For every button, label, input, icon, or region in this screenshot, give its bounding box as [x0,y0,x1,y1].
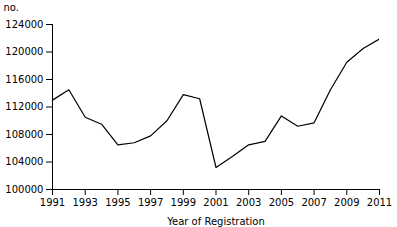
svg-text:2007: 2007 [301,197,326,208]
svg-text:104000: 104000 [5,156,43,167]
svg-text:1997: 1997 [138,197,163,208]
svg-text:1995: 1995 [105,197,130,208]
svg-text:2003: 2003 [236,197,261,208]
svg-text:120000: 120000 [5,46,43,57]
svg-text:124000: 124000 [5,19,43,30]
svg-text:1991: 1991 [40,197,65,208]
svg-text:2001: 2001 [203,197,228,208]
svg-text:1993: 1993 [72,197,97,208]
svg-text:1999: 1999 [171,197,196,208]
svg-text:108000: 108000 [5,129,43,140]
svg-text:2011: 2011 [367,197,392,208]
svg-text:116000: 116000 [5,74,43,85]
svg-text:no.: no. [4,2,19,13]
svg-text:2009: 2009 [334,197,359,208]
svg-text:Year of Registration: Year of Registration [166,216,264,227]
svg-text:2005: 2005 [269,197,294,208]
svg-text:100000: 100000 [5,184,43,195]
svg-text:112000: 112000 [5,101,43,112]
